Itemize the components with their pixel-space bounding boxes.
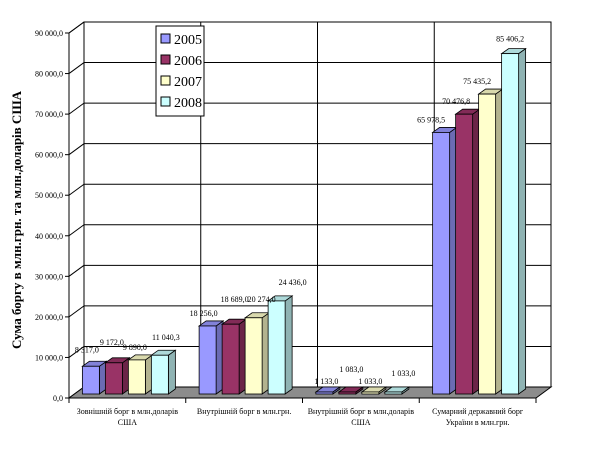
- x-tick-label: Сумарний державний борг України в млн.грн…: [432, 407, 524, 427]
- y-tick-label: 10 000,0: [35, 353, 63, 362]
- bar-side: [518, 47, 527, 395]
- bar: [360, 386, 388, 395]
- legend-swatch: [160, 33, 171, 44]
- data-label: 9 172,0: [100, 338, 124, 347]
- bar: [243, 312, 271, 395]
- x-tick-label: Внутрішній борг в млн.доларів США: [308, 407, 415, 427]
- bar: [220, 318, 248, 395]
- data-label: 75 435,2: [463, 77, 491, 86]
- legend-swatch: [160, 96, 171, 107]
- legend-label: 2005: [174, 33, 202, 48]
- bar-front: [127, 359, 146, 395]
- gridline-side: [68, 102, 85, 115]
- bar: [266, 295, 294, 395]
- bar: [337, 386, 365, 395]
- bar: [104, 357, 131, 395]
- bars: [81, 47, 527, 395]
- x-tick-label: Зовнішній борг в млн.доларів США: [77, 407, 178, 427]
- bar-front: [501, 53, 520, 395]
- legend-label: 2008: [174, 96, 202, 111]
- data-label: 18 689,0: [221, 295, 249, 304]
- bar-front: [198, 325, 217, 395]
- legend[interactable]: 2005 2006 2007 2008: [155, 25, 205, 117]
- gridline-side: [68, 183, 85, 196]
- data-label: 1 083,0: [339, 365, 363, 374]
- bar-front: [478, 93, 497, 395]
- gridline-side: [68, 305, 85, 318]
- bar-side: [167, 349, 176, 395]
- bar-front: [315, 391, 334, 395]
- x-axis: Зовнішній борг в млн.доларів США Внутрішні…: [68, 398, 537, 427]
- gridline-side: [68, 143, 85, 156]
- y-axis-title: Сума боргу в млн.грн. та млн.доларів США: [9, 90, 24, 349]
- bar-front: [244, 317, 263, 395]
- gridline-side: [68, 346, 85, 358]
- y-tick-label: 20 000,0: [35, 313, 63, 322]
- data-label: 70 476,8: [442, 97, 470, 106]
- bar: [431, 126, 458, 395]
- y-tick-label: 0,0: [53, 394, 63, 403]
- gridline-side: [68, 224, 85, 237]
- gridline-side: [68, 264, 85, 277]
- bar-front: [338, 391, 357, 395]
- y-tick-label: 60 000,0: [35, 151, 63, 160]
- bar-side: [284, 295, 293, 395]
- bar: [383, 386, 411, 395]
- bar-front: [150, 354, 169, 395]
- data-label: 85 406,2: [496, 35, 524, 44]
- data-label: 8 317,0: [75, 345, 99, 354]
- y-tick-label: 70 000,0: [35, 110, 63, 119]
- x-tick-label: Внутрішній борг в млн.грн.: [197, 407, 291, 416]
- data-label: 20 274,0: [248, 295, 276, 304]
- bar: [454, 108, 481, 395]
- bar-front: [267, 300, 286, 395]
- data-label: 1 133,0: [314, 377, 338, 386]
- bar-front: [455, 113, 474, 395]
- y-tick-label: 40 000,0: [35, 232, 63, 241]
- bar: [477, 88, 504, 395]
- data-label: 9 890,0: [123, 343, 147, 352]
- y-axis: 0,0 10 000,0 20 000,0 30 000,0 40 000,0 50 00…: [35, 29, 69, 403]
- data-labels: 8 317,0 18 256,0 1 133,0 65 978,5 9 172,0 18 …: [75, 35, 524, 386]
- data-label: 65 978,5: [417, 115, 445, 124]
- gridline-side: [68, 21, 85, 34]
- bar-front: [361, 391, 380, 395]
- bar: [197, 320, 225, 395]
- data-label: 1 033,0: [391, 369, 415, 378]
- data-label: 1 033,0: [358, 377, 382, 386]
- y-tick-label: 90 000,0: [35, 29, 63, 38]
- bar-front: [104, 362, 123, 395]
- bar-front: [221, 323, 240, 395]
- bar-front: [81, 365, 100, 395]
- bar: [127, 354, 154, 395]
- legend-swatch: [160, 54, 171, 65]
- gridline-side: [68, 62, 85, 74]
- legend-swatch: [160, 75, 171, 86]
- bar: [500, 47, 527, 395]
- bar-front: [432, 132, 451, 395]
- legend-label: 2006: [174, 54, 202, 69]
- data-label: 24 436,0: [279, 278, 307, 287]
- y-tick-label: 50 000,0: [35, 191, 63, 200]
- data-label: 18 256,0: [190, 309, 218, 318]
- legend-label: 2007: [174, 75, 202, 90]
- bar: [81, 360, 108, 395]
- y-tick-label: 80 000,0: [35, 70, 63, 79]
- bar: [150, 349, 177, 395]
- bar-front: [384, 391, 403, 395]
- y-tick-label: 30 000,0: [35, 272, 63, 281]
- data-label: 11 040,3: [152, 333, 180, 342]
- bar: [314, 386, 342, 395]
